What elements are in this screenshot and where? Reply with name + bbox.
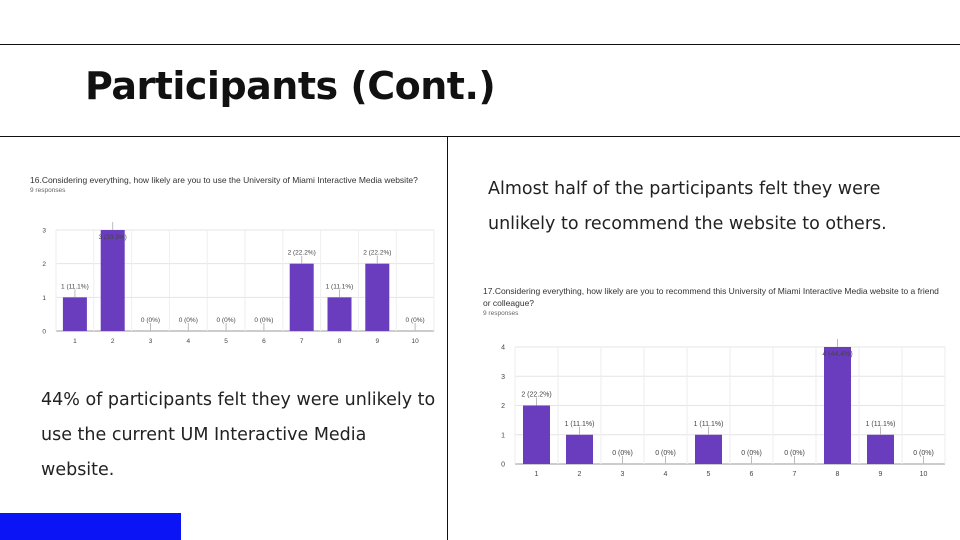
y-tick-label: 4 <box>501 345 505 352</box>
bar <box>100 230 125 331</box>
data-label: 2 (22.2%) <box>363 250 391 257</box>
data-label: 4 (44.4%) <box>822 351 852 358</box>
x-tick-label: 7 <box>793 471 797 478</box>
x-tick-label: 5 <box>707 471 711 478</box>
survey-chart-q17: 17.Considering everything, how likely ar… <box>483 285 946 485</box>
x-tick-label: 1 <box>73 338 77 345</box>
y-tick-label: 0 <box>501 462 505 469</box>
y-tick-label: 1 <box>42 295 46 302</box>
x-tick-label: 3 <box>621 471 625 478</box>
bar-chart-q16: 0 1 2 3 1 (11.1%) 1 3 (33.3%) 2 0 (0%) 3 0 (0%) 4 0 … <box>42 222 435 345</box>
data-label: 0 (0%) <box>254 317 273 324</box>
x-tick-label: 10 <box>920 471 928 478</box>
data-label: 0 (0%) <box>406 317 425 324</box>
chart-response-count: 9 responses <box>483 310 519 317</box>
y-tick-label: 3 <box>42 228 46 235</box>
data-label: 0 (0%) <box>179 317 198 324</box>
data-label: 0 (0%) <box>141 317 160 324</box>
data-label: 0 (0%) <box>741 450 762 457</box>
x-tick-label: 2 <box>111 338 115 345</box>
x-tick-label: 6 <box>262 338 266 345</box>
column-divider <box>447 137 448 540</box>
x-tick-label: 9 <box>375 338 379 345</box>
bar-chart-q17: 0 1 2 3 4 2 (22.2%) 1 1 (11.1%) 2 0 (0%) 3 0 (0%) 4 1… <box>501 339 946 478</box>
data-label: 0 (0%) <box>913 450 934 457</box>
y-tick-label: 2 <box>42 261 46 268</box>
data-label: 0 (0%) <box>612 450 633 457</box>
data-label: 0 (0%) <box>784 450 805 457</box>
chart-question: 16.Considering everything, how likely ar… <box>30 175 418 185</box>
data-label: 2 (22.2%) <box>521 392 551 399</box>
survey-chart-q16: 16.Considering everything, how likely ar… <box>30 174 440 349</box>
slide-title: Participants (Cont.) <box>85 64 496 108</box>
data-label: 1 (11.1%) <box>326 283 354 290</box>
y-tick-label: 3 <box>501 374 505 381</box>
data-label: 2 (22.2%) <box>288 250 316 257</box>
x-tick-label: 4 <box>186 338 190 345</box>
x-tick-label: 2 <box>578 471 582 478</box>
bar <box>695 434 722 464</box>
data-label: 1 (11.1%) <box>866 421 896 428</box>
x-tick-label: 8 <box>836 471 840 478</box>
bar <box>62 297 87 331</box>
bar <box>523 405 550 464</box>
x-tick-label: 7 <box>300 338 304 345</box>
bar <box>824 347 851 464</box>
bar <box>365 263 390 331</box>
data-label: 0 (0%) <box>217 317 236 324</box>
y-tick-label: 2 <box>501 403 505 410</box>
bar <box>327 297 352 331</box>
chart-question: 17.Considering everything, how likely ar… <box>483 286 939 308</box>
data-label: 1 (11.1%) <box>694 421 724 428</box>
x-tick-label: 9 <box>879 471 883 478</box>
bar <box>867 434 894 464</box>
data-label: 1 (11.1%) <box>565 421 595 428</box>
header-divider <box>0 136 960 137</box>
x-tick-label: 3 <box>149 338 153 345</box>
y-tick-label: 1 <box>501 432 505 439</box>
x-tick-label: 5 <box>224 338 228 345</box>
data-label: 3 (33.3%) <box>99 234 127 241</box>
x-tick-label: 1 <box>535 471 539 478</box>
y-tick-label: 0 <box>42 329 46 336</box>
accent-bar <box>0 513 181 540</box>
data-label: 1 (11.1%) <box>61 283 89 290</box>
x-tick-label: 4 <box>664 471 668 478</box>
x-tick-label: 8 <box>338 338 342 345</box>
x-tick-label: 10 <box>411 338 419 345</box>
right-summary-text: Almost half of the participants felt the… <box>488 179 887 234</box>
data-label: 0 (0%) <box>655 450 676 457</box>
chart-response-count: 9 responses <box>30 187 66 194</box>
bar <box>289 263 314 331</box>
bar <box>566 434 593 464</box>
left-summary-text: 44% of participants felt they were unlik… <box>41 390 436 480</box>
x-tick-label: 6 <box>750 471 754 478</box>
top-divider <box>0 44 960 45</box>
